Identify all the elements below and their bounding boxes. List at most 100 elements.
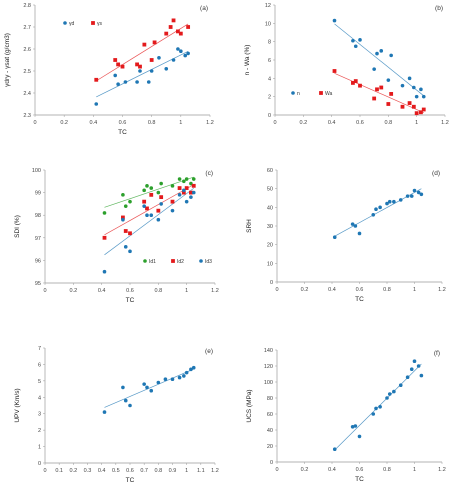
data-point [191,177,196,181]
data-point [170,377,175,382]
x-axis-label: TC [355,476,364,483]
x-tick-label: 1.2 [211,288,219,294]
data-point [168,25,173,29]
legend-label: γs [97,21,103,27]
data-point [164,31,169,36]
x-tick-label: 1.1 [197,468,205,474]
x-tick-label: 0 [33,120,36,126]
x-tick-label: 0.8 [385,120,393,126]
trendline [96,23,189,82]
data-point [102,269,107,274]
data-point [186,25,191,29]
data-point [128,403,132,408]
y-tick-label: 97 [35,236,41,242]
x-tick-label: 0.2 [70,468,78,474]
data-point [392,389,396,394]
data-point [332,69,337,73]
data-point [378,205,382,210]
data-point [182,188,186,193]
data-point [184,186,189,190]
panel-tag: (b) [435,5,443,12]
data-point [159,202,163,206]
data-point [177,186,182,190]
y-tick-label: 6 [268,58,271,64]
data-point [164,67,169,71]
data-point [419,110,423,115]
data-point [113,58,118,62]
x-tick-label: 0.6 [119,120,127,126]
data-point [189,195,193,199]
panel-tag: (a) [200,5,208,12]
y-tick-label: 96 [35,258,41,264]
y-tick-label: 60 [267,168,273,174]
data-point [419,192,424,197]
legend-marker [63,21,67,25]
x-tick-label: 0.7 [140,468,148,474]
data-point [176,29,180,34]
y-tick-label: 40 [267,428,273,434]
data-point [350,222,355,226]
data-point [389,92,394,96]
y-tick-label: 2 [268,95,271,101]
data-point [398,198,403,202]
legend-marker [199,259,203,263]
x-tick-label: 0 [43,468,46,474]
data-point [400,83,405,88]
data-point [407,101,412,105]
data-point [357,231,362,236]
data-point [416,364,421,368]
data-point [135,80,139,84]
y-tick-label: 2.5 [23,69,31,75]
data-point [145,385,149,390]
legend-label: Id1 [149,259,156,265]
y-tick-label: 2.8 [23,3,31,9]
y-tick-label: 12 [265,3,271,9]
x-tick-label: 1 [185,468,188,474]
x-tick-label: 0.4 [98,288,106,294]
data-point [357,434,362,439]
data-point [351,38,355,43]
data-point [177,177,182,181]
data-point [392,199,396,204]
data-point [414,111,419,116]
data-point [379,49,384,53]
y-tick-label: 4 [268,76,271,82]
data-point [353,424,358,428]
data-point [412,188,417,193]
y-tick-label: 0 [38,461,41,467]
chart-panel: 0 0.2 0.4 0.6 0.8 1 1.2 0 2 4 6 8 10 12 n - Wa (%) (b) n… [244,3,449,126]
data-point [407,76,412,81]
data-point [121,193,125,197]
x-tick-label: 1 [185,288,188,294]
legend-label: γd [69,21,75,27]
x-tick-label: 0.4 [90,120,98,126]
data-point [149,58,154,62]
y-axis-label: UCS (MPa) [246,389,253,422]
data-point [178,31,183,36]
data-point [351,81,355,85]
data-point [123,229,128,233]
x-tick-label: 0.6 [126,468,134,474]
x-tick-label: 0.6 [356,467,364,473]
legend-marker [291,91,295,95]
data-point [350,425,355,429]
data-point [412,359,417,364]
data-point [156,208,161,213]
data-point [142,204,146,208]
data-point [332,447,337,452]
y-tick-label: 20 [267,243,273,249]
chart-panel: 0 0.1 0.2 0.3 0.4 0.5 0.6 0.7 0.8 0.9 1 1.1 1.2 0 1 2 3 4… [14,346,219,484]
y-tick-label: 0 [270,280,273,286]
x-tick-label: 0.6 [126,288,134,294]
data-point [375,87,379,92]
data-point [385,396,389,400]
y-tick-label: 120 [264,364,273,370]
y-tick-label: 7 [38,346,41,352]
data-point [123,245,128,249]
y-axis-label: UPV (Km/s) [14,388,21,422]
data-point [374,207,378,211]
data-point [157,56,161,60]
data-point [121,217,125,222]
y-tick-label: 2.6 [23,47,31,53]
x-tick-label: 1.2 [438,467,446,473]
